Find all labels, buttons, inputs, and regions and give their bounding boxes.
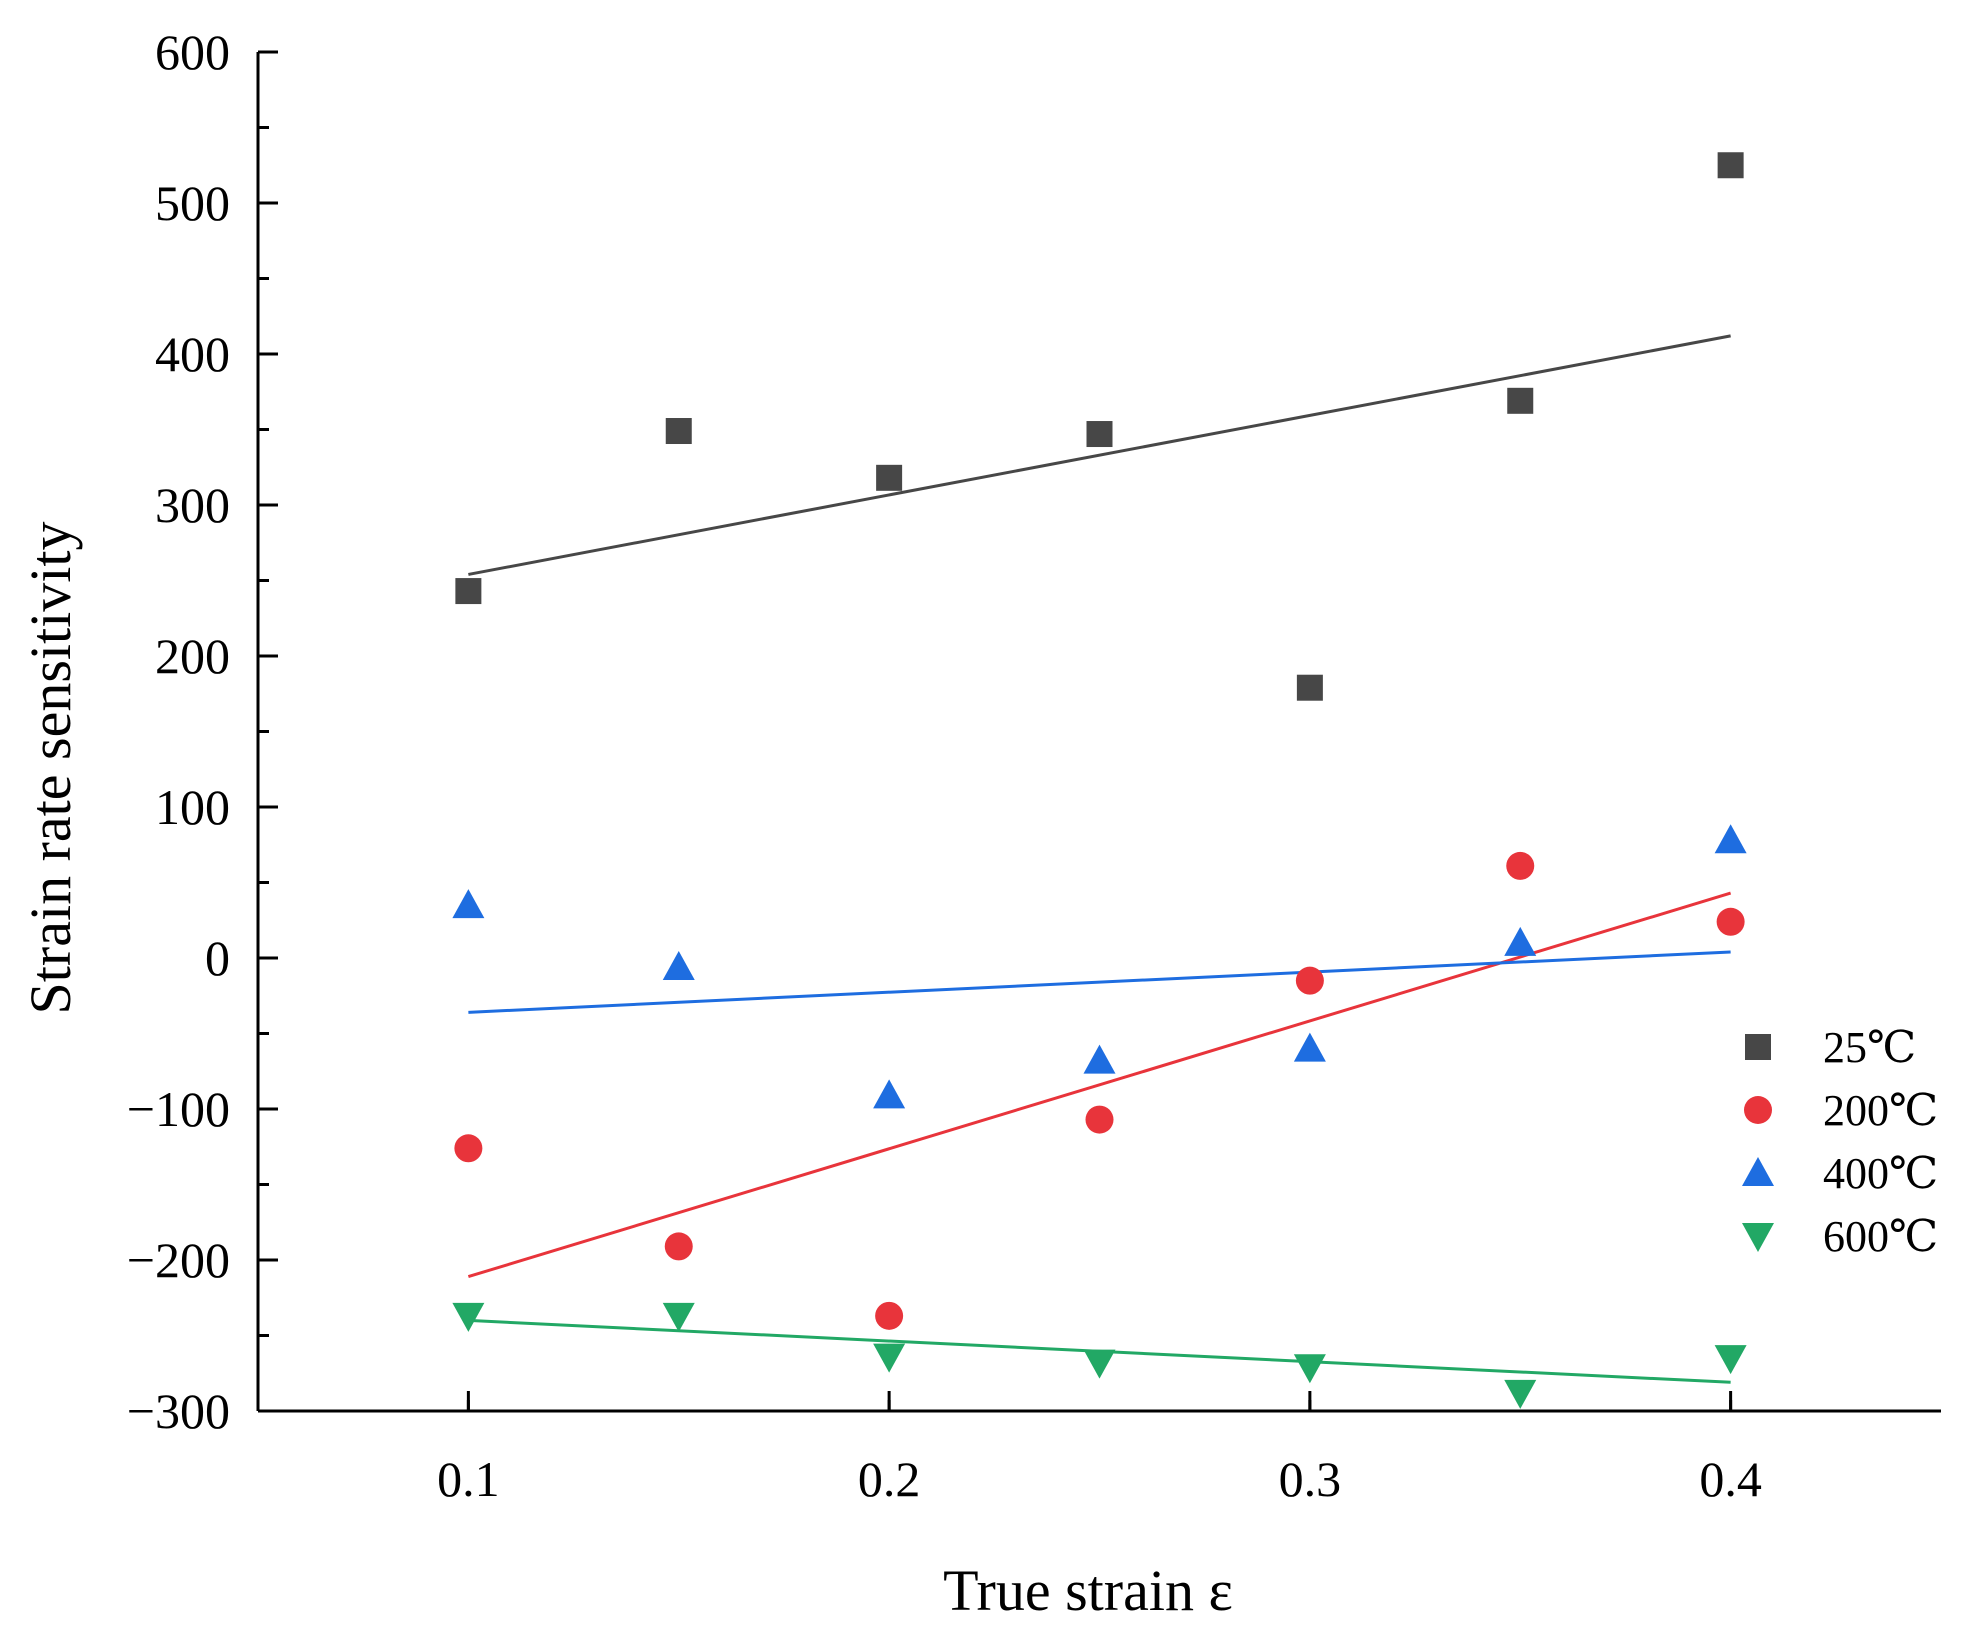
legend-marker-2 xyxy=(1742,1157,1774,1186)
y-tick-label: 0 xyxy=(205,930,230,986)
data-point-series-3 xyxy=(1504,1379,1537,1409)
fit-lines xyxy=(467,334,1732,1384)
legend-label-1: 200℃ xyxy=(1823,1086,1938,1135)
data-point-series-1 xyxy=(664,1232,693,1261)
y-tick-label: 200 xyxy=(155,628,230,684)
data-point-series-0 xyxy=(455,578,482,605)
x-axis-title: True strain ε xyxy=(943,1558,1233,1623)
data-point-series-2 xyxy=(1714,824,1747,854)
data-point-series-3 xyxy=(873,1343,906,1373)
x-tick-label: 0.3 xyxy=(1279,1451,1342,1507)
data-point-series-0 xyxy=(1507,387,1534,414)
legend-label-2: 400℃ xyxy=(1823,1149,1938,1198)
data-point-series-2 xyxy=(1293,1032,1326,1062)
x-tick-label: 0.2 xyxy=(858,1451,921,1507)
data-point-series-0 xyxy=(1086,421,1113,448)
y-tick-label: −200 xyxy=(127,1232,230,1288)
data-point-series-1 xyxy=(1716,907,1745,936)
data-points xyxy=(452,152,1747,1409)
y-tick-label: 400 xyxy=(155,326,230,382)
legend-label-3: 600℃ xyxy=(1823,1212,1938,1261)
y-tick-label: −300 xyxy=(127,1383,230,1439)
data-point-series-3 xyxy=(662,1302,695,1332)
data-point-series-0 xyxy=(665,418,692,445)
data-point-series-1 xyxy=(1295,966,1324,995)
data-point-series-0 xyxy=(876,464,903,491)
data-point-series-1 xyxy=(1085,1105,1114,1134)
x-tick-label: 0.1 xyxy=(437,1451,500,1507)
data-point-series-3 xyxy=(452,1302,485,1332)
fit-line-series-1 xyxy=(467,891,1732,1279)
data-point-series-2 xyxy=(662,951,695,981)
y-tick-label: 600 xyxy=(155,24,230,80)
data-point-series-3 xyxy=(1293,1354,1326,1384)
fit-line-series-0 xyxy=(468,334,1731,576)
y-tick-label: 100 xyxy=(155,779,230,835)
data-point-series-1 xyxy=(1506,851,1535,880)
data-point-series-2 xyxy=(873,1079,906,1109)
axes xyxy=(256,52,1941,1413)
legend: 25℃ 200℃ 400℃ 600℃ xyxy=(1742,1023,1938,1261)
y-axis-title: Strain rate sensitivity xyxy=(18,522,83,1015)
y-tick-label: 300 xyxy=(155,477,230,533)
data-point-series-2 xyxy=(452,889,485,919)
y-tick-label: −100 xyxy=(127,1081,230,1137)
legend-marker-0 xyxy=(1745,1034,1771,1060)
data-point-series-3 xyxy=(1083,1349,1116,1379)
y-tick-label: 500 xyxy=(155,175,230,231)
data-point-series-0 xyxy=(1717,152,1744,179)
legend-label-0: 25℃ xyxy=(1823,1023,1916,1072)
data-point-series-1 xyxy=(454,1134,483,1163)
fit-line-series-2 xyxy=(468,950,1731,1014)
data-point-series-0 xyxy=(1296,674,1323,701)
data-point-series-2 xyxy=(1504,926,1537,956)
data-point-series-1 xyxy=(875,1301,904,1330)
ticks: −300 −200 −100 0 100 200 300 400 500 600 0.1 0.2 0.3… xyxy=(127,24,1762,1507)
legend-marker-3 xyxy=(1742,1223,1774,1252)
data-point-series-2 xyxy=(1083,1044,1116,1074)
legend-marker-1 xyxy=(1744,1096,1772,1124)
data-point-series-3 xyxy=(1714,1345,1747,1375)
x-tick-label: 0.4 xyxy=(1699,1451,1762,1507)
